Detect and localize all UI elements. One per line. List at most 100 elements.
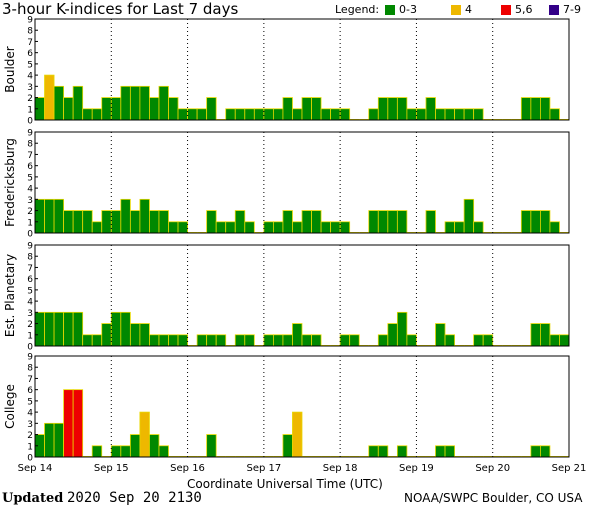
kindex-bar [377, 97, 389, 121]
kindex-bar [206, 334, 217, 347]
y-tick-label: 7 [27, 38, 33, 48]
y-axis-label: Fredericksburg [3, 138, 17, 227]
kindex-bar [120, 198, 131, 234]
kindex-bar [53, 422, 65, 458]
y-tick-label: 8 [27, 253, 33, 263]
y-tick-label: 2 [27, 431, 33, 441]
kindex-bar [110, 210, 122, 234]
kindex-bar [549, 221, 560, 234]
kindex-bar [263, 108, 274, 121]
kindex-bar [110, 311, 122, 347]
panel-frame [34, 355, 570, 458]
kindex-bar [34, 311, 45, 347]
kindex-bar [292, 221, 303, 234]
kindex-bar [282, 334, 293, 347]
kindex-bar [34, 198, 45, 234]
y-tick-label: 3 [27, 309, 33, 319]
kindex-bar [377, 334, 389, 347]
kindex-bar [473, 108, 484, 121]
panel-frame [34, 131, 570, 234]
kindex-bar [63, 311, 74, 347]
kindex-bar [425, 97, 436, 121]
kindex-bar [539, 97, 551, 121]
kindex-bar [396, 97, 408, 121]
y-tick-label: 4 [27, 72, 33, 82]
x-tick-label: Sep 17 [246, 463, 281, 474]
x-tick-label: Sep 14 [18, 463, 53, 474]
y-tick-label: 0 [27, 117, 33, 127]
legend-item-5-6: 5,6 [515, 3, 533, 16]
kindex-bar [339, 108, 351, 121]
kindex-bar [301, 210, 312, 234]
kindex-bar [559, 334, 570, 347]
kindex-bar [206, 97, 217, 121]
y-tick-label: 7 [27, 375, 33, 385]
kindex-bar [72, 85, 84, 121]
kindex-bar [387, 97, 398, 121]
kindex-bar [168, 97, 179, 121]
y-tick-label: 2 [27, 320, 33, 330]
kindex-bar [320, 108, 332, 121]
kindex-bar [53, 85, 65, 121]
kindex-bar [425, 210, 436, 234]
updated-time: 2020 Sep 20 2130 [67, 490, 202, 506]
kindex-bar [253, 108, 265, 121]
y-tick-label: 4 [27, 298, 33, 308]
kindex-bar [406, 334, 417, 347]
kindex-bar [177, 221, 188, 234]
y-tick-label: 5 [27, 60, 33, 70]
kindex-bar [473, 334, 484, 347]
kindex-bar [530, 210, 541, 234]
kindex-bar [63, 389, 74, 458]
kindex-bar [292, 323, 303, 347]
kindex-bar [454, 108, 465, 121]
y-tick-label: 5 [27, 397, 33, 407]
kindex-bar [292, 108, 303, 121]
kindex-bar [520, 97, 532, 121]
kindex-bar [282, 97, 293, 121]
kindex-bar [120, 311, 131, 347]
kindex-bar [44, 198, 55, 234]
kindex-bar [454, 221, 465, 234]
kindex-bar [101, 210, 112, 234]
y-tick-label: 8 [27, 140, 33, 150]
legend-swatch-5-6 [501, 5, 511, 15]
y-tick-label: 5 [27, 173, 33, 183]
kindex-bar [215, 334, 227, 347]
x-tick-label: Sep 16 [170, 463, 205, 474]
kindex-bar [149, 210, 160, 234]
kindex-bar [187, 108, 198, 121]
kindex-bar [530, 323, 541, 347]
y-tick-label: 8 [27, 27, 33, 37]
kindex-bar [53, 311, 65, 347]
kindex-bar [72, 210, 84, 234]
kindex-bar [149, 434, 160, 458]
panel-frame [34, 244, 570, 347]
legend-item-4: 4 [465, 3, 472, 16]
kindex-bar [225, 108, 236, 121]
kindex-bar [435, 323, 446, 347]
kindex-bar [463, 108, 475, 121]
credit: NOAA/SWPC Boulder, CO USA [404, 491, 583, 505]
kindex-bar [206, 434, 217, 458]
kindex-bar [149, 97, 160, 121]
kindex-bar [387, 210, 398, 234]
y-tick-label: 4 [27, 409, 33, 419]
y-tick-label: 0 [27, 454, 33, 464]
kindex-bar [311, 334, 322, 347]
y-tick-label: 1 [27, 442, 33, 452]
x-tick-label: Sep 21 [552, 463, 587, 474]
kindex-bar [215, 221, 227, 234]
kindex-bar [44, 311, 55, 347]
kindex-bar [387, 323, 398, 347]
kindex-bar [272, 334, 284, 347]
y-tick-label: 9 [27, 353, 33, 363]
kindex-bar [301, 334, 312, 347]
kindex-bar [339, 221, 351, 234]
legend-item-0-3: 0-3 [399, 3, 417, 16]
kindex-bar [263, 334, 274, 347]
kindex-bar [82, 210, 93, 234]
y-tick-label: 2 [27, 94, 33, 104]
kindex-bar [139, 323, 150, 347]
